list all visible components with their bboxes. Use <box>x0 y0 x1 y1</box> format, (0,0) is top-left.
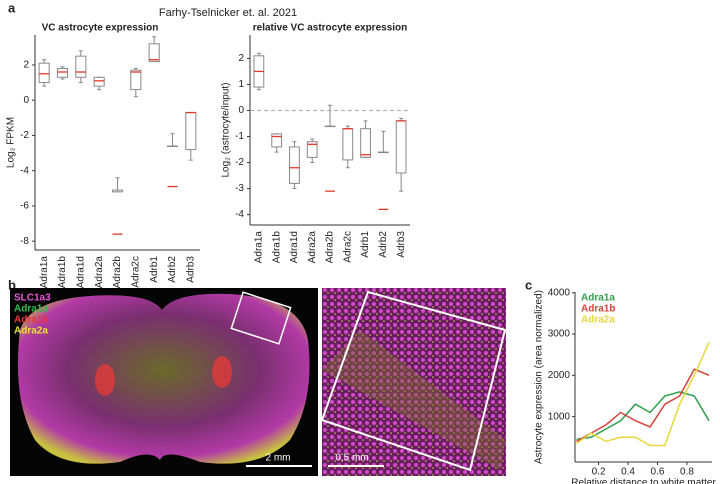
x-tick-label: Adrb2 <box>378 231 389 258</box>
image-legend-entry: Adra1b <box>14 315 48 326</box>
y-tick-label: -4 <box>20 165 29 176</box>
x-tick-label: Adra1b <box>57 256 68 289</box>
figure-title: Farhy-Tselnicker et. al. 2021 <box>159 7 297 19</box>
y-tick-label: -2 <box>235 157 244 168</box>
x-tick-label: 0.8 <box>680 467 694 478</box>
panel-label: c <box>525 277 532 292</box>
box <box>324 125 336 128</box>
x-tick-label: 0.6 <box>651 467 665 478</box>
box <box>56 67 69 78</box>
box <box>111 189 124 193</box>
panel-label: a <box>8 0 16 15</box>
box <box>130 69 142 91</box>
x-tick-label: Adra1a <box>39 256 50 289</box>
y-tick-label: -4 <box>235 209 244 220</box>
x-tick-label: 0.4 <box>621 467 635 478</box>
y-axis-label: Log₂ FPKM <box>6 117 17 168</box>
y-tick-label: 0 <box>238 105 244 116</box>
line <box>576 368 710 443</box>
x-axis-label: Relative distance to white matter <box>571 478 716 484</box>
box <box>166 145 179 148</box>
line <box>576 391 710 441</box>
y-tick-label: -3 <box>235 183 244 194</box>
x-tick-label: 0.2 <box>592 467 606 478</box>
y-axis-label: Log₂ (astrocyte/input) <box>221 82 232 177</box>
x-tick-label: Adra2a <box>94 256 105 289</box>
x-tick-label: Adrb3 <box>185 256 196 283</box>
y-tick-label: 1000 <box>548 411 571 422</box>
box <box>360 128 371 158</box>
box <box>148 43 160 62</box>
box <box>93 76 105 87</box>
y-tick-label: 2 <box>23 60 29 71</box>
image-legend-entry: SLC1a3 <box>14 293 51 304</box>
chart-title: relative VC astrocyte expression <box>253 23 408 34</box>
y-tick-label: 1 <box>238 79 244 90</box>
y-tick-label: -6 <box>20 201 29 212</box>
y-tick-label: -8 <box>20 236 29 247</box>
x-tick-label: Adra2b <box>325 231 336 264</box>
legend-entry: Adra1b <box>581 304 615 315</box>
box <box>342 128 354 161</box>
line <box>576 342 710 447</box>
x-tick-label: Adra1d <box>75 256 86 288</box>
x-tick-label: Adra1a <box>254 231 265 264</box>
y-axis-label: Astrocyte expression (area normalized) <box>534 290 545 464</box>
box <box>38 62 50 84</box>
y-tick-label: 2 <box>238 53 244 64</box>
microscopy-image <box>10 288 507 476</box>
y-tick-label: 0 <box>23 95 29 106</box>
x-tick-label: Adrb3 <box>396 231 407 258</box>
image-legend-entry: Adra2a <box>14 326 48 337</box>
y-tick-label: 4000 <box>548 287 571 298</box>
y-tick-label: -2 <box>20 130 29 141</box>
legend-entry: Adra2a <box>581 315 615 326</box>
y-tick-label: 3000 <box>548 329 571 340</box>
x-tick-label: Adrb2 <box>167 256 178 283</box>
y-tick-label: -1 <box>235 131 244 142</box>
x-tick-label: Adra2a <box>307 231 318 264</box>
image-legend-entry: Adra1a <box>14 304 48 315</box>
x-tick-label: Adra1d <box>289 231 300 263</box>
x-tick-label: Adrb1 <box>149 256 160 283</box>
box <box>306 141 318 158</box>
box <box>75 55 87 78</box>
scale-bar-label: 2 mm <box>266 453 291 464</box>
scale-bar-label: 0.5 mm <box>335 453 368 464</box>
box <box>395 120 407 174</box>
box <box>377 151 389 154</box>
box <box>271 133 283 148</box>
box <box>289 146 300 184</box>
x-tick-label: Adra2c <box>342 231 353 263</box>
y-tick-label: 2000 <box>548 370 571 381</box>
x-tick-label: Adrb1 <box>360 231 371 258</box>
x-tick-label: Adra2b <box>112 256 123 289</box>
legend-entry: Adra1a <box>581 293 615 304</box>
chart-title: VC astrocyte expression <box>42 23 159 34</box>
x-tick-label: Adra2c <box>130 256 141 288</box>
box <box>185 112 197 151</box>
panel-label: b <box>8 277 16 292</box>
x-tick-label: Adra1b <box>271 231 282 264</box>
